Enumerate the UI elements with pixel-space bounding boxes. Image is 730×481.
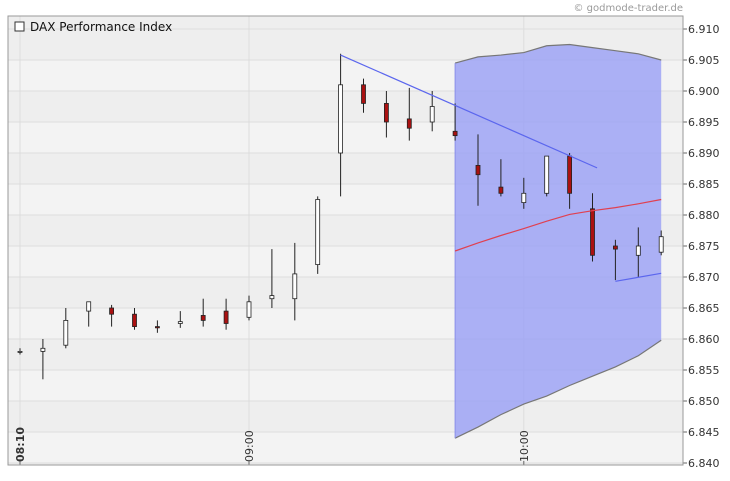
watermark: © godmode-trader.de (574, 3, 684, 14)
candle-body (406, 118, 412, 129)
y-tick-label: 6.905 (688, 54, 720, 67)
candle-body (40, 347, 46, 352)
candle (223, 298, 229, 330)
candle (269, 249, 275, 308)
candle (63, 308, 69, 349)
candle-body (544, 155, 550, 194)
candle (154, 320, 160, 333)
y-tick-label: 6.890 (688, 147, 720, 160)
y-tick-label: 6.910 (688, 23, 720, 36)
candle (452, 103, 458, 141)
y-axis: 6.910 6.905 6.900 6.895 6.890 6.885 6.880 6.875… (683, 23, 720, 470)
candle-body (452, 130, 458, 137)
candle (590, 193, 595, 262)
candle (177, 311, 183, 328)
y-tick-label: 6.885 (688, 178, 720, 191)
y-tick-label: 6.845 (688, 426, 720, 439)
candle (658, 230, 664, 256)
band-area (455, 44, 662, 439)
candle (200, 298, 206, 327)
candle (544, 155, 550, 197)
candle (86, 301, 92, 327)
indicator-lines (340, 54, 662, 282)
candle (17, 348, 23, 355)
candle-body (17, 350, 23, 353)
x-tick-label: 09:00 (243, 430, 256, 462)
candles (17, 53, 664, 380)
plot-border (7, 15, 684, 466)
chart-title: DAX Performance Index (30, 20, 172, 34)
y-tick-label: 6.880 (688, 209, 720, 222)
candle (338, 53, 344, 197)
candle (383, 91, 389, 138)
trendline (340, 54, 598, 169)
candle-body (292, 273, 298, 300)
candle (498, 159, 504, 197)
band-upper-edge (454, 43, 662, 64)
candle-body (521, 192, 527, 204)
candle (475, 134, 481, 206)
candle-body (315, 199, 321, 265)
candle (406, 87, 412, 141)
candle-body (63, 319, 69, 346)
candle (109, 304, 114, 327)
candle-body (177, 321, 183, 324)
y-tick-label: 6.895 (688, 116, 720, 129)
candle-body (635, 245, 641, 256)
average-line (454, 198, 662, 252)
candle-body (613, 245, 618, 250)
x-tick-label: 08:10 (14, 427, 27, 462)
band-lower-edge (454, 339, 662, 439)
x-axis: 08:10 09:00 10:00 (14, 427, 531, 465)
x-tick-label: 10:00 (518, 430, 531, 462)
y-tick-label: 6.840 (688, 457, 720, 470)
y-tick-label: 6.850 (688, 395, 720, 408)
candle (613, 239, 618, 281)
candle (40, 339, 46, 380)
candle-body (498, 186, 504, 194)
y-tick-label: 6.875 (688, 240, 720, 253)
candle (292, 242, 298, 321)
y-tick-label: 6.870 (688, 271, 720, 284)
y-tick-label: 6.855 (688, 364, 720, 377)
candle-body (567, 155, 572, 194)
candle-body (429, 106, 435, 123)
legend-swatch (14, 21, 25, 32)
y-tick-label: 6.860 (688, 333, 720, 346)
candle-body (86, 301, 92, 312)
candle (429, 91, 435, 132)
y-tick-label: 6.900 (688, 85, 720, 98)
candle-body (338, 84, 344, 154)
candle-body (658, 236, 664, 253)
candle-body (223, 310, 229, 324)
candle (315, 196, 321, 274)
candle (132, 308, 137, 330)
grid-band (8, 432, 683, 463)
candle-body (200, 315, 206, 321)
candle-body (475, 164, 481, 176)
candle (635, 227, 641, 277)
candle-body (132, 313, 137, 328)
y-tick-label: 6.865 (688, 302, 720, 315)
candle (246, 295, 252, 321)
candle-body (590, 208, 595, 256)
candle-body (269, 295, 275, 300)
candle-body (383, 103, 389, 123)
candle-body (154, 326, 160, 329)
candle-body (246, 301, 252, 318)
candle (361, 78, 366, 113)
candle-body (361, 84, 366, 104)
candle-body (109, 307, 114, 315)
candle (521, 177, 527, 209)
trendline (615, 272, 662, 282)
